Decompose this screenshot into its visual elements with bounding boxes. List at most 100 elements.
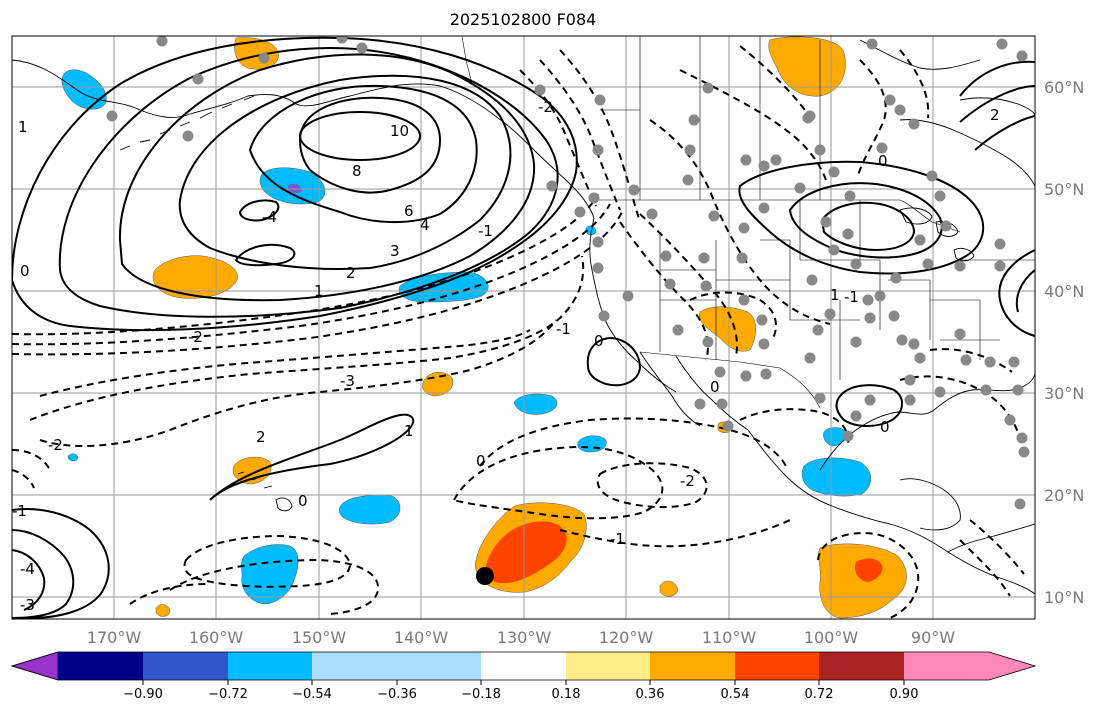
station-marker	[862, 294, 874, 306]
station-marker	[894, 104, 906, 116]
contour-label: -4	[20, 560, 35, 578]
contour-dashed	[689, 291, 777, 341]
positive-anomaly-region	[768, 36, 846, 97]
contour-dashed	[559, 519, 791, 548]
station-marker	[984, 356, 996, 368]
station-marker	[356, 42, 368, 54]
station-marker	[758, 338, 770, 350]
dashed-contour-lines	[12, 45, 1025, 619]
station-marker	[702, 336, 714, 348]
station-marker	[716, 398, 728, 410]
contour-label: 1	[314, 282, 324, 300]
station-marker	[828, 166, 840, 178]
coastlines	[12, 39, 1035, 595]
negative-anomaly-region	[577, 435, 607, 453]
colorbar-segment	[566, 652, 650, 680]
station-marker	[588, 192, 600, 204]
contour-label: 1	[18, 118, 28, 136]
contour-label: -2	[680, 472, 695, 490]
longitude-axis: 170°W 160°W 150°W 140°W 130°W 120°W 110°…	[87, 628, 955, 647]
station-marker	[842, 228, 854, 240]
contour-label: 8	[352, 162, 362, 180]
contour-label: -2	[538, 98, 553, 116]
positive-anomaly-region	[659, 580, 679, 597]
colorbar-tick-label: 0.54	[721, 687, 750, 702]
station-marker	[760, 368, 772, 380]
station-marker	[908, 338, 920, 350]
contour-label: 2	[256, 428, 266, 446]
contour-label: 0	[594, 332, 604, 350]
contour-solid	[58, 46, 559, 318]
contour-dashed	[679, 45, 827, 181]
station-marker	[922, 258, 934, 270]
colorbar-tick-label: −0.18	[461, 687, 501, 702]
contour-label: 2	[990, 106, 1000, 124]
station-marker	[934, 386, 946, 398]
political-boundaries	[461, 36, 1035, 409]
map-panel: 10 8 6 4 -4 3 2 1 0 -1 -2 -3 0 1 2 -1 -2…	[12, 36, 1035, 619]
station-marker	[850, 258, 862, 270]
station-marker	[738, 294, 750, 306]
contour-label: -1	[844, 288, 859, 306]
station-marker	[994, 238, 1006, 250]
station-marker	[874, 290, 886, 302]
station-marker	[740, 154, 752, 166]
positive-anomaly-region	[155, 604, 171, 617]
contour-label: -2	[48, 436, 63, 454]
contour-solid	[118, 53, 536, 302]
station-marker	[258, 52, 270, 64]
contour-dashed	[739, 408, 850, 445]
central-america-coast	[947, 523, 1035, 553]
colorbar-tick-label: −0.54	[292, 687, 332, 702]
contour-label: 1	[830, 286, 840, 304]
contour-dashed	[857, 49, 930, 177]
station-marker	[864, 312, 876, 324]
longitude-label: 100°W	[804, 628, 859, 647]
station-marker	[192, 73, 204, 85]
station-marker	[592, 236, 604, 248]
colorbar-segment	[228, 652, 312, 680]
station-marker	[156, 36, 168, 47]
contour-dashed	[129, 558, 380, 615]
station-marker	[814, 144, 826, 156]
contour-dashed	[39, 329, 531, 397]
colorbar-tick-label: −0.36	[377, 687, 417, 702]
contour-label: 0	[878, 152, 888, 170]
hudson-bay-coast	[859, 39, 981, 70]
map-title: 2025102800 F084	[450, 10, 597, 29]
contour-label: -1	[478, 222, 493, 240]
station-marker	[994, 260, 1006, 272]
negative-anomaly-region	[67, 453, 79, 462]
longitude-label: 160°W	[189, 628, 244, 647]
colorbar-segment	[143, 652, 228, 680]
contour-label: -3	[340, 372, 355, 390]
contour-label: -4	[262, 208, 277, 226]
contour-dashed	[452, 446, 664, 520]
station-marker	[740, 370, 752, 382]
colorbar: −0.90 −0.72 −0.54 −0.36 −0.18 0.18 0.36 …	[10, 651, 1037, 702]
station-marker	[756, 314, 768, 326]
station-marker	[876, 142, 888, 154]
station-marker	[660, 250, 672, 262]
station-marker	[628, 184, 640, 196]
station-marker	[708, 210, 720, 222]
station-marker	[866, 38, 878, 50]
colorbar-segment	[819, 652, 904, 680]
map-frame	[11, 35, 1036, 620]
contour-dashed	[39, 319, 557, 447]
negative-anomaly-region	[801, 457, 871, 497]
contour-label: -1	[610, 530, 625, 548]
station-marker	[574, 206, 586, 218]
contour-label: -1	[556, 320, 571, 338]
contour-solid	[12, 36, 578, 332]
station-marker	[890, 272, 902, 284]
colorbar-segment	[397, 652, 481, 680]
contour-dashed	[519, 49, 641, 223]
station-marker	[804, 110, 816, 122]
contour-solid	[298, 96, 442, 194]
contour-dashed	[12, 211, 623, 356]
station-marker	[888, 310, 900, 322]
gulf-of-alaska-coast	[349, 83, 595, 219]
contour-label: 6	[404, 202, 414, 220]
